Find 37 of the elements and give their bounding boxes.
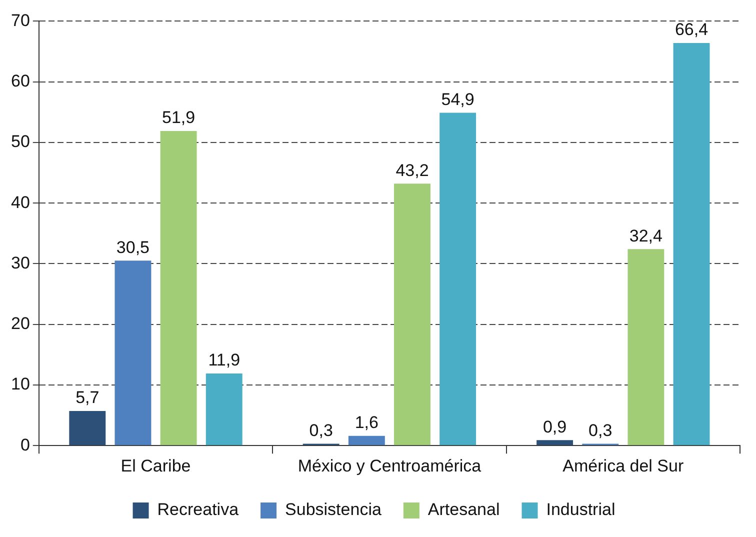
data-label: 11,9 bbox=[208, 350, 240, 370]
bar bbox=[114, 260, 152, 446]
bar bbox=[673, 43, 710, 446]
y-tick-label: 70 bbox=[10, 10, 30, 30]
bar bbox=[440, 112, 476, 446]
data-label: 43,2 bbox=[396, 160, 429, 180]
data-label: 0,3 bbox=[588, 420, 612, 440]
legend-label: Recreativa bbox=[157, 500, 240, 520]
y-tick-label: 30 bbox=[10, 253, 30, 272]
legend-label: Industrial bbox=[546, 500, 616, 520]
bar bbox=[536, 440, 574, 446]
data-label: 0,3 bbox=[309, 420, 333, 440]
y-tick-label: 0 bbox=[20, 435, 30, 454]
y-tick-label: 20 bbox=[10, 314, 30, 334]
y-tick-label: 60 bbox=[10, 72, 30, 91]
bar bbox=[206, 373, 242, 446]
bar bbox=[69, 411, 106, 446]
data-label: 54,9 bbox=[441, 90, 474, 109]
y-tick-label: 10 bbox=[10, 374, 30, 394]
x-tick-label: América del Sur bbox=[562, 456, 684, 476]
bar bbox=[628, 249, 664, 446]
y-tick-label: 50 bbox=[10, 132, 30, 152]
data-label: 66,4 bbox=[674, 20, 708, 40]
y-tick-label: 40 bbox=[10, 192, 30, 212]
x-tick-label: México y Centroamérica bbox=[298, 456, 482, 476]
data-label: 51,9 bbox=[162, 108, 196, 128]
data-label: 5,7 bbox=[76, 388, 100, 408]
legend-label: Artesanal bbox=[428, 500, 500, 520]
bar bbox=[394, 184, 430, 446]
data-label: 1,6 bbox=[354, 413, 378, 432]
data-label: 30,5 bbox=[116, 238, 150, 257]
x-tick-label: El Caribe bbox=[120, 456, 191, 476]
bar bbox=[160, 130, 197, 446]
data-label: 32,4 bbox=[629, 226, 662, 246]
data-label: 0,9 bbox=[542, 417, 567, 436]
bar bbox=[348, 436, 385, 446]
legend-label: Subsistencia bbox=[285, 500, 382, 520]
